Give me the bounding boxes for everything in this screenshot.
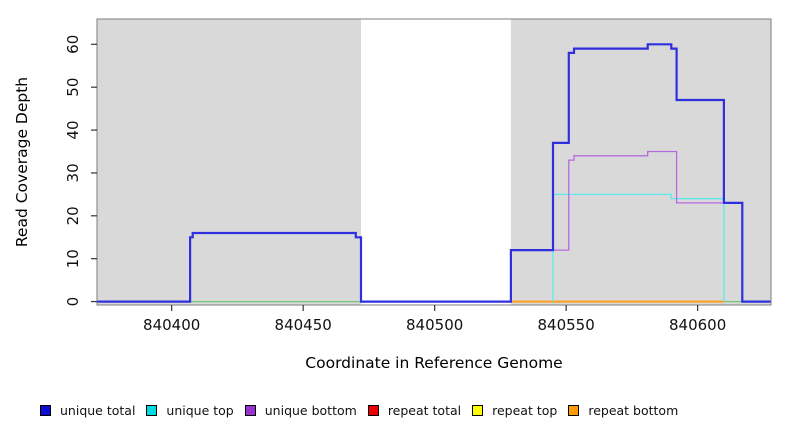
- legend-item-repeat-total: repeat total: [367, 402, 462, 418]
- legend-label: repeat top: [492, 402, 558, 418]
- legend-swatch: [146, 404, 158, 416]
- legend-label: unique top: [166, 402, 234, 418]
- x-tick-label: 840600: [669, 316, 726, 334]
- y-tick-label: 20: [64, 206, 82, 225]
- legend-label: unique bottom: [264, 402, 357, 418]
- x-tick-label: 840400: [143, 316, 200, 334]
- y-tick-label: 50: [64, 78, 82, 97]
- y-tick-label: 30: [64, 163, 82, 182]
- legend-label: unique total: [60, 402, 136, 418]
- x-tick-label: 840450: [275, 316, 332, 334]
- legend-item-unique-total: unique total: [40, 403, 135, 418]
- series-unique-total: [97, 43, 771, 303]
- legend-label: repeat total: [387, 402, 462, 418]
- legend-swatch: [244, 404, 256, 416]
- x-axis-title: Coordinate in Reference Genome: [305, 354, 562, 372]
- series-unique-bottom: [510, 150, 743, 302]
- legend-swatch: [568, 404, 580, 416]
- x-axis-ticks: 840400 840450 840500 840550 840600: [143, 305, 726, 334]
- legend-swatch: [367, 404, 379, 416]
- legend-swatch: [472, 404, 484, 416]
- legend-item-repeat-top: repeat top: [472, 403, 557, 418]
- legend-label: repeat bottom: [588, 402, 679, 418]
- x-tick-label: 840500: [406, 316, 463, 334]
- y-axis-ticks: 0 10 20 30 40 50 60: [64, 35, 97, 307]
- y-axis-title: Read Coverage Depth: [13, 77, 31, 247]
- uncovered-region: [361, 19, 511, 305]
- y-tick-label: 40: [64, 121, 82, 140]
- legend-item-unique-bottom: unique bottom: [244, 402, 357, 418]
- legend-swatch: [40, 404, 51, 416]
- legend: unique total unique top unique bottom repea…: [0, 397, 792, 423]
- legend-item-repeat-bottom: repeat bottom: [568, 403, 678, 418]
- x-tick-label: 840550: [538, 316, 595, 334]
- plot-area: 840400 840450 840500 840550 840600 0 10 20 30 40…: [13, 18, 772, 372]
- y-tick-label: 0: [64, 297, 82, 307]
- plot-border: [96, 18, 772, 306]
- legend-item-unique-top: unique top: [146, 402, 234, 418]
- series-lines: [97, 43, 771, 303]
- y-tick-label: 10: [64, 249, 82, 268]
- y-tick-label: 60: [64, 35, 82, 54]
